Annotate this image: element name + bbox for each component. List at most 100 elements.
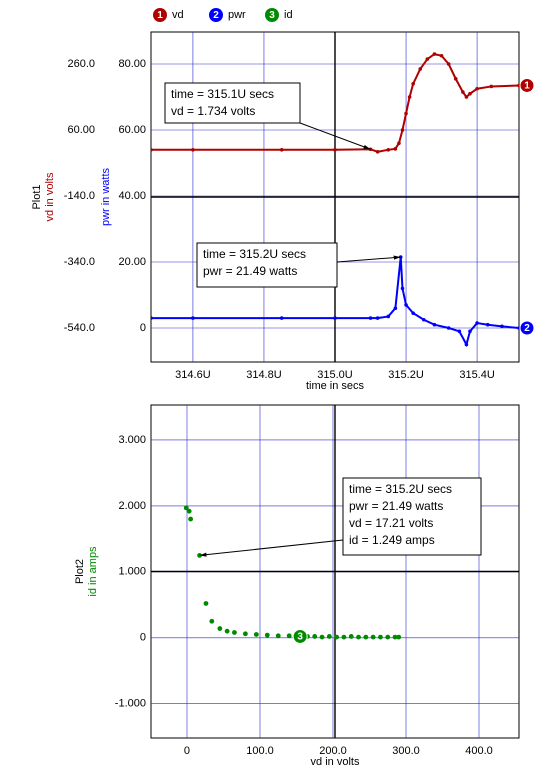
plot-label: Plot1: [31, 184, 43, 209]
x-axis-title: time in secs: [306, 380, 365, 392]
annotation-text: vd = 1.734 volts: [171, 104, 255, 118]
data-point: [468, 329, 472, 334]
data-point: [264, 632, 270, 638]
annotation-text: time = 315.2U secs: [349, 482, 452, 496]
data-point: [393, 147, 398, 151]
annotation-text: vd = 17.21 volts: [349, 516, 433, 530]
data-point: [326, 634, 332, 639]
data-point: [333, 148, 337, 152]
x-tick-label: 400.0: [465, 745, 493, 757]
y-axis-title: id in amps: [87, 546, 99, 597]
series-line: [151, 256, 519, 348]
data-point: [186, 508, 192, 514]
series-badge-text: 2: [524, 323, 530, 334]
data-point: [461, 90, 465, 94]
data-point: [418, 67, 423, 71]
y2-axis-title: vd in volts: [44, 172, 56, 221]
data-point: [446, 62, 451, 66]
data-point: [517, 83, 519, 88]
annotation-text: pwr = 21.49 watts: [349, 499, 443, 513]
data-point: [334, 634, 340, 640]
legend-label: vd: [172, 9, 184, 21]
data-point: [151, 316, 153, 320]
data-point: [188, 516, 194, 522]
data-point: [392, 634, 398, 640]
legend-badge-text: 2: [213, 10, 219, 21]
x-tick-label: 315.0U: [317, 369, 353, 381]
data-point: [386, 314, 391, 319]
data-point: [232, 630, 237, 635]
y2-tick-label: -540.0: [64, 322, 95, 334]
x-tick-label: 300.0: [392, 745, 420, 757]
data-point: [422, 317, 426, 322]
data-point: [386, 148, 391, 152]
data-point: [224, 628, 230, 634]
y-tick-label: -1.000: [115, 698, 146, 710]
annotation-box: [196, 242, 338, 288]
y2-tick-label: -140.0: [64, 190, 95, 202]
data-point: [464, 95, 469, 99]
data-point: [370, 634, 376, 640]
data-point: [363, 634, 369, 640]
y-axis-title: pwr in watts: [100, 167, 112, 226]
legend-badge: [265, 8, 279, 22]
legend-label: id: [284, 9, 293, 21]
x-tick-label: 314.8U: [246, 369, 282, 381]
data-point: [341, 634, 347, 640]
data-point: [396, 634, 402, 640]
y2-tick-label: -340.0: [64, 256, 95, 268]
data-point: [439, 53, 444, 58]
data-point: [191, 316, 195, 320]
data-point: [279, 316, 284, 320]
legend-badge-text: 3: [269, 10, 275, 21]
y-tick-label: 40.00: [118, 190, 146, 202]
data-point: [468, 91, 472, 96]
data-point: [400, 286, 405, 291]
data-point: [385, 634, 391, 640]
data-point: [378, 634, 383, 640]
data-point: [333, 316, 337, 320]
x-tick-label: 100.0: [246, 745, 274, 757]
data-point: [151, 148, 153, 152]
data-point: [183, 505, 189, 511]
plot-label: Plot2: [74, 559, 86, 584]
data-point: [453, 77, 458, 81]
data-point: [485, 322, 490, 327]
annotation-arrow: [299, 122, 371, 150]
annotation-box: [342, 477, 482, 556]
annotation-text: time = 315.2U secs: [203, 247, 306, 261]
legend-badge: [209, 8, 223, 22]
data-point: [464, 342, 469, 347]
x-axis-title: vd in volts: [311, 756, 360, 768]
x-tick-label: 200.0: [319, 745, 347, 757]
y2-tick-label: 60.00: [67, 124, 95, 136]
data-point: [432, 322, 437, 327]
data-point: [489, 84, 494, 89]
layer: 1 vd 2 pwr 3 id 314.6U 314.8U 315.0U 315.2U 315.4U…: [31, 8, 535, 768]
data-point: [203, 601, 209, 606]
data-point: [404, 111, 408, 116]
legend-label: pwr: [228, 9, 246, 21]
data-point: [446, 326, 451, 330]
data-point: [475, 321, 479, 325]
data-point: [432, 52, 437, 56]
y-tick-label: 60.00: [118, 124, 146, 136]
data-point: [286, 633, 292, 639]
y-tick-label: 1.000: [118, 566, 146, 578]
data-point: [411, 82, 415, 86]
y-tick-label: 80.00: [118, 58, 146, 70]
series-badge: [519, 77, 535, 93]
data-point: [407, 95, 412, 99]
data-point: [209, 618, 215, 624]
data-point: [400, 128, 405, 132]
y-tick-label: 0: [140, 322, 146, 334]
data-point: [375, 149, 380, 154]
data-point: [411, 311, 415, 315]
data-point: [404, 303, 408, 307]
annotation-arrow: [199, 539, 344, 557]
annotation-text: pwr = 21.49 watts: [203, 264, 297, 278]
y-tick-label: 20.00: [118, 256, 146, 268]
data-point: [319, 634, 325, 640]
data-point: [253, 632, 259, 637]
